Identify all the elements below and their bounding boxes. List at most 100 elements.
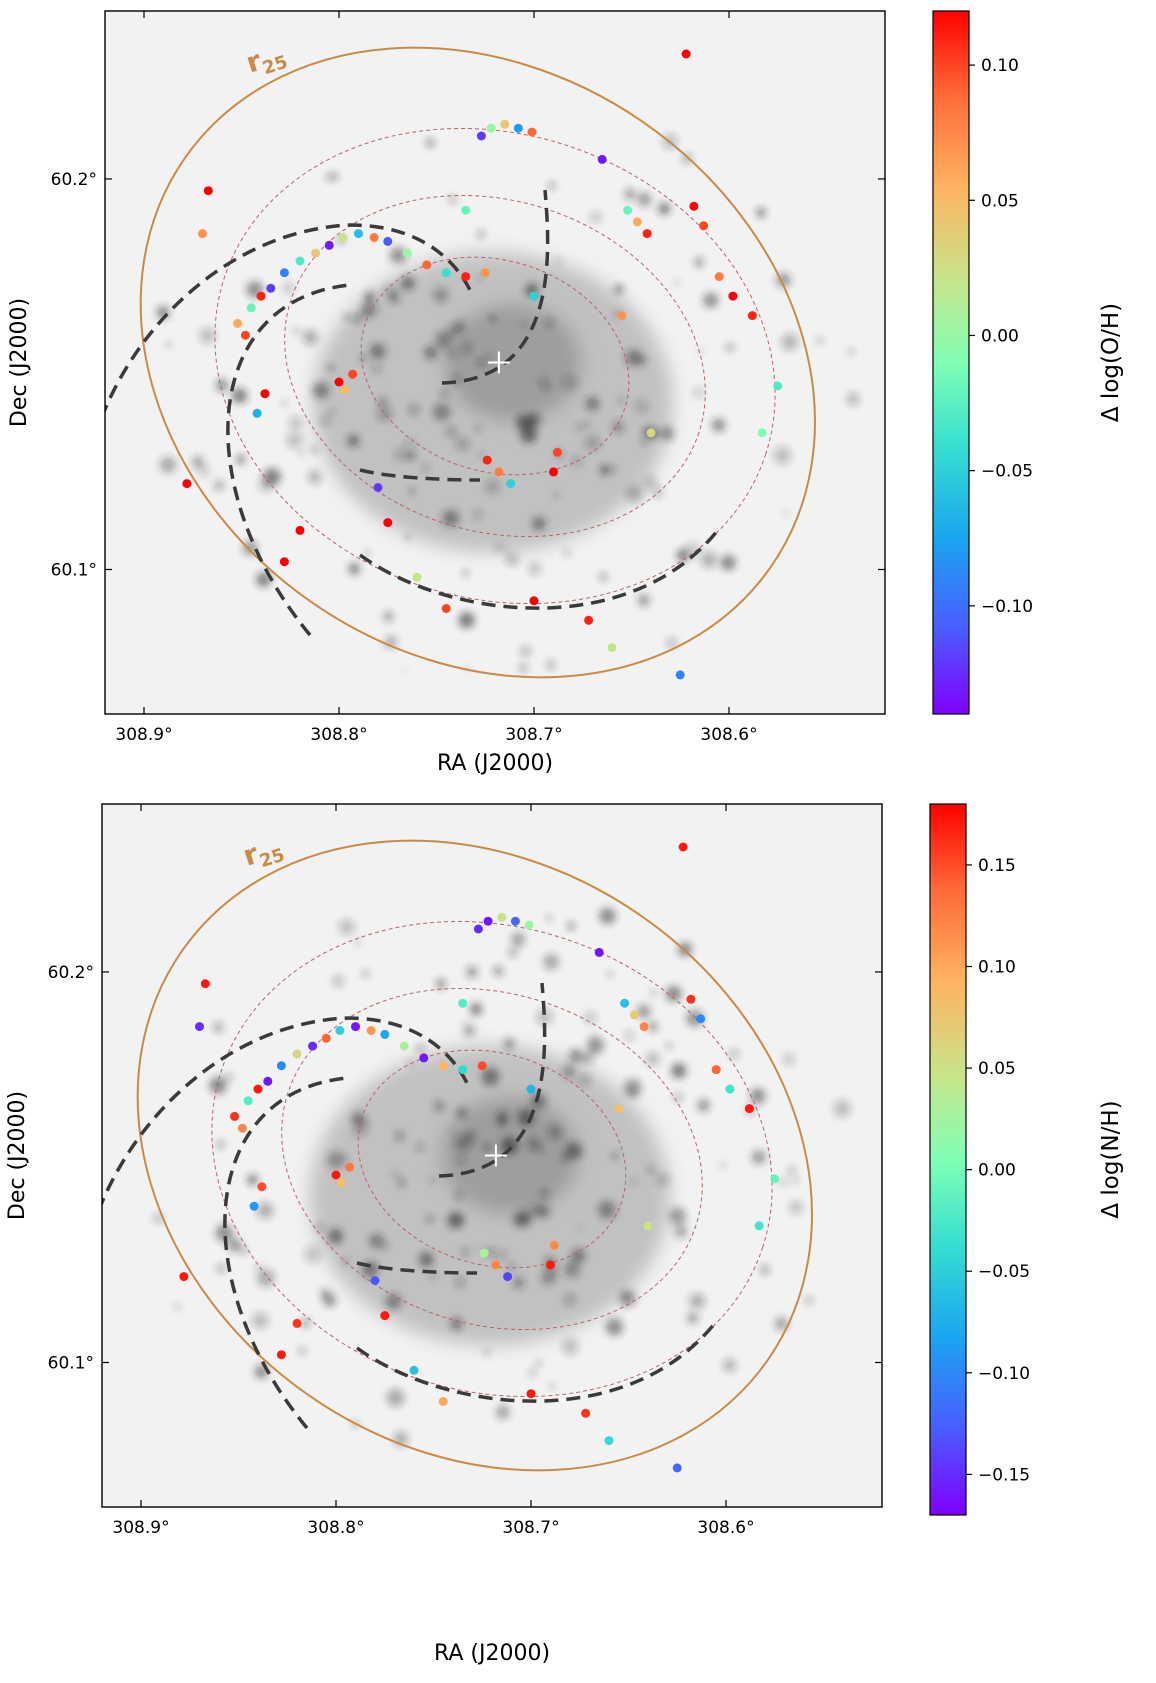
colorbar-tick-label: −0.10: [978, 1364, 1030, 1384]
hii-region-point: [321, 1033, 331, 1043]
hii-region-point: [348, 369, 358, 379]
hii-region-point: [256, 291, 266, 301]
hii-region-point: [757, 428, 767, 438]
spiral-arm-5: [358, 528, 720, 610]
hii-region-point: [237, 1123, 247, 1133]
hii-region-point: [770, 1174, 780, 1184]
hii-region-point: [412, 572, 422, 582]
hii-region-point: [714, 272, 724, 282]
hii-region-point: [500, 119, 510, 129]
hii-region-point: [249, 1201, 259, 1211]
y-tick-label: 60.1°: [51, 560, 97, 580]
galaxy-structure: [153, 907, 851, 1447]
radial-ring-1: [360, 256, 630, 476]
hii-region-point: [438, 1061, 448, 1071]
hii-region-point: [292, 1318, 302, 1328]
colorbar-tick-label: −0.05: [978, 1262, 1030, 1282]
hii-region-point: [383, 518, 393, 528]
hii-region-point: [311, 248, 321, 258]
radial-ring-1: [357, 1049, 627, 1269]
hii-region-point: [620, 998, 630, 1008]
spiral-arm-4: [438, 982, 547, 1178]
hii-region-point: [681, 49, 691, 59]
hii-region-point: [438, 1397, 448, 1406]
hii-region-point: [480, 268, 490, 278]
y-tick-label: 60.2°: [48, 963, 94, 983]
hii-region-point: [324, 240, 334, 250]
hii-region-point: [483, 916, 493, 926]
galaxy-center-marker: [484, 1144, 507, 1167]
x-axis-label: RA (J2000): [434, 1641, 550, 1666]
hii-region-point: [744, 1104, 754, 1114]
colorbar-tick-label: 0.15: [978, 856, 1016, 876]
x-tick-label: 308.9°: [115, 725, 172, 745]
hii-region-point: [461, 205, 471, 215]
x-tick-label: 308.8°: [307, 1518, 364, 1538]
hii-region-point: [546, 1260, 555, 1270]
colorbar-tick-label: −0.15: [978, 1465, 1030, 1485]
hii-region-point: [380, 1311, 390, 1321]
hii-region-point: [276, 1350, 286, 1360]
colorbar-label: Δ log(O/H): [1098, 303, 1124, 422]
hii-region-point: [549, 1240, 559, 1250]
hii-region-point: [441, 268, 451, 278]
hii-region-point: [458, 1065, 468, 1075]
hii-region-point: [529, 596, 539, 606]
colorbar-tick-label: 0.05: [978, 1059, 1016, 1079]
plot-area: r25: [105, 11, 885, 714]
spiral-arm-5: [355, 1321, 717, 1403]
hii-region-point: [345, 1162, 355, 1172]
hii-region-point: [340, 385, 350, 395]
hii-region-point: [252, 408, 262, 418]
hii-region-point: [458, 998, 468, 1008]
colorbar-label: Δ log(N/H): [1098, 1100, 1124, 1218]
y-tick-label: 60.1°: [48, 1353, 94, 1373]
hii-region-point: [747, 311, 757, 321]
hii-region-point: [597, 154, 607, 164]
hii-region-point: [380, 1029, 390, 1039]
hii-region-point: [473, 924, 483, 934]
hii-region-point: [198, 229, 207, 239]
plot-frame: [101, 803, 883, 1508]
colorbar-tick-label: 0.10: [981, 56, 1019, 76]
hii-region-point: [629, 1010, 639, 1020]
hii-region-point: [257, 1182, 267, 1192]
hii-region-point: [503, 1272, 513, 1282]
hii-region-point: [672, 1463, 682, 1473]
hii-region-point: [260, 389, 270, 399]
r25-ellipse: [139, 46, 816, 679]
hii-region-point: [295, 525, 305, 535]
x-tick-label: 308.7°: [502, 1518, 559, 1538]
hii-region-point: [276, 1061, 286, 1071]
y-axis-label: Dec (J2000): [5, 1091, 30, 1220]
hii-region-point: [253, 1084, 263, 1094]
hii-region-point: [686, 994, 696, 1004]
spiral-arm-2: [223, 1076, 348, 1430]
x-tick-label: 308.6°: [697, 1518, 754, 1538]
hii-region-point: [552, 447, 562, 457]
hii-region-point: [526, 1389, 536, 1399]
hii-region-point: [643, 1221, 653, 1231]
hii-region-point: [696, 1014, 706, 1024]
spiral-arm-1: [105, 223, 472, 415]
y-axis-label: Dec (J2000): [7, 298, 32, 427]
hii-region-point: [295, 256, 305, 266]
x-tick-label: 308.6°: [700, 725, 757, 745]
colorbar-tick-label: −0.05: [981, 462, 1033, 482]
hii-region-point: [370, 1276, 380, 1285]
hii-region-point: [383, 236, 393, 246]
hii-region-point: [351, 1022, 360, 1032]
hii-region-point: [728, 291, 738, 301]
hii-region-point: [711, 1065, 721, 1075]
hii-region-point: [584, 615, 594, 625]
hii-region-point: [419, 1053, 429, 1063]
hii-region-point: [482, 455, 492, 465]
hii-region-point: [354, 229, 363, 239]
hii-region-point: [491, 1260, 501, 1270]
hii-region-point: [461, 272, 471, 282]
hii-region-point: [230, 1111, 240, 1121]
hii-region-point: [366, 1026, 376, 1035]
hii-region-point: [335, 1026, 345, 1035]
hii-region-point: [279, 557, 289, 567]
colorbar: [929, 803, 967, 1516]
